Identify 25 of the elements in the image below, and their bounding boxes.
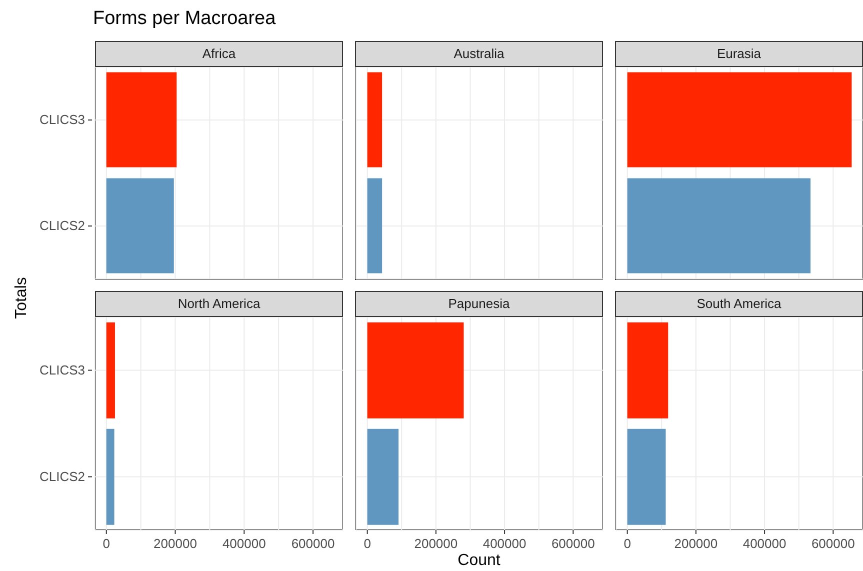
panel-strip: South America xyxy=(615,291,863,317)
x-tick-label: 400000 xyxy=(482,536,526,551)
x-tick-label: 600000 xyxy=(551,536,595,551)
x-tick-label: 600000 xyxy=(811,536,855,551)
x-tick-label: 0 xyxy=(364,536,371,551)
y-axis-title: Totals xyxy=(13,277,31,319)
y-tick-label: CLICS2 xyxy=(39,218,85,233)
panel-strip: Australia xyxy=(355,41,603,67)
x-axis-title: Count xyxy=(456,552,502,570)
x-tick-label: 0 xyxy=(102,536,110,551)
x-tick-label: 200000 xyxy=(154,536,197,551)
panel-strip: North America xyxy=(95,291,343,317)
panel-strip: Papunesia xyxy=(355,291,603,317)
text: Forms per Macroarea xyxy=(93,8,276,30)
y-tick-label: CLICS3 xyxy=(39,112,85,127)
y-tick-label: CLICS3 xyxy=(39,362,85,378)
y-tick-label: CLICS2 xyxy=(39,468,85,484)
x-tick-label: 400000 xyxy=(742,536,786,551)
x-tick-label: 600000 xyxy=(291,536,335,551)
x-tick-label: 0 xyxy=(624,536,631,551)
panel-strip: Africa xyxy=(95,41,343,67)
panel-strip: Eurasia xyxy=(615,41,863,67)
x-tick-label: 400000 xyxy=(222,536,266,551)
x-tick-label: 200000 xyxy=(674,536,718,551)
x-tick-label: 200000 xyxy=(414,536,458,551)
